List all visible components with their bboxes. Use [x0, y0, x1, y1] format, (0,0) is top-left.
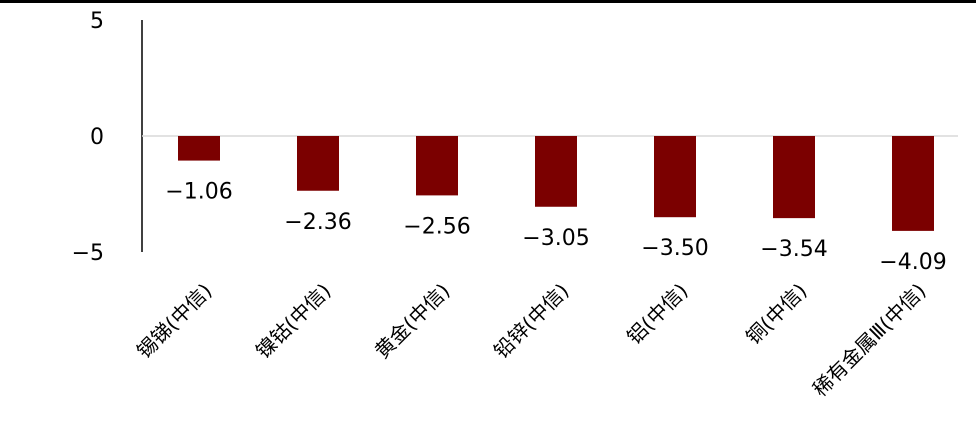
y-tick-label: −5	[72, 241, 104, 266]
bar	[535, 136, 577, 207]
data-label: −3.54	[760, 237, 827, 262]
category-label: 稀有金属Ⅲ(中信)	[808, 279, 931, 402]
bar	[178, 136, 220, 161]
category-label: 铅锌(中信)	[489, 279, 574, 364]
bar	[892, 136, 934, 231]
category-label: 铝(中信)	[622, 279, 692, 349]
data-label: −4.09	[879, 250, 946, 275]
bar	[416, 136, 458, 196]
data-label: −2.36	[284, 210, 351, 235]
data-label: −3.50	[641, 236, 708, 261]
bar	[773, 136, 815, 219]
top-border	[0, 0, 976, 3]
category-label: 镍钴(中信)	[251, 279, 336, 364]
bar	[654, 136, 696, 218]
bar	[297, 136, 339, 191]
y-tick-label: 5	[90, 9, 104, 34]
data-label: −1.06	[165, 180, 232, 205]
category-label: 铜(中信)	[741, 279, 811, 349]
data-label: −3.05	[522, 226, 589, 251]
category-label: 黄金(中信)	[370, 279, 455, 364]
category-label: 锡锑(中信)	[132, 279, 217, 364]
y-tick-label: 0	[90, 125, 104, 150]
data-label: −2.56	[403, 214, 470, 239]
